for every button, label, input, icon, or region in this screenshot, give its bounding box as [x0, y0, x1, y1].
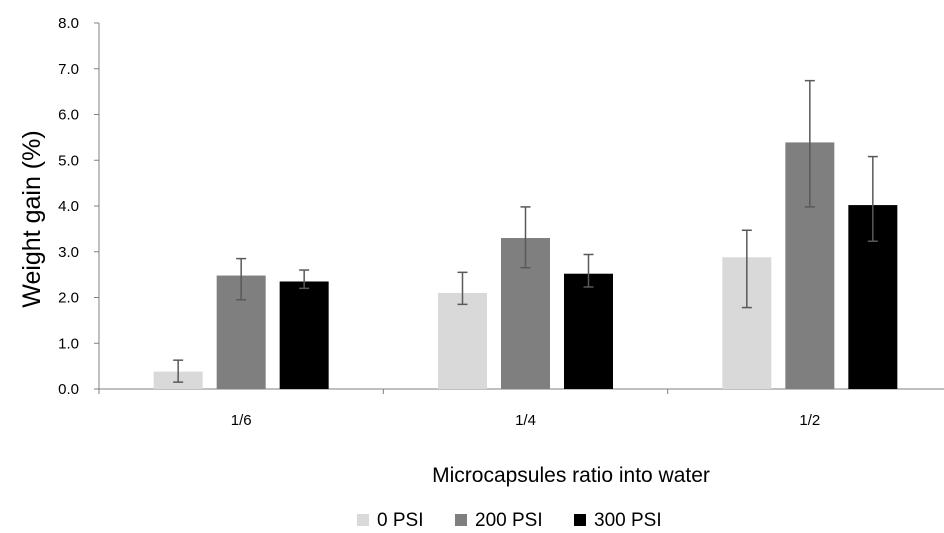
- y-tick-label: 2.0: [58, 290, 79, 307]
- y-tick-label: 1.0: [58, 335, 79, 352]
- bar: [438, 292, 487, 389]
- y-tick-label: 7.0: [58, 61, 79, 78]
- y-tick-label: 8.0: [58, 15, 79, 32]
- y-tick-label: 0.0: [58, 381, 79, 398]
- legend-swatch: [357, 514, 369, 526]
- y-tick-label: 3.0: [58, 244, 79, 261]
- x-tick-label: 1/4: [515, 412, 536, 429]
- x-axis-label: Microcapsules ratio into water: [432, 464, 710, 487]
- legend-label: 300 PSI: [594, 510, 662, 531]
- x-tick-label: 1/6: [231, 412, 252, 429]
- error-bars: [173, 79, 878, 383]
- legend-swatch: [574, 514, 586, 526]
- y-axis: 0.0 1.0 2.0 3.0 4.0 5.0 6.0 7.0 8.0: [58, 15, 100, 398]
- legend: 0 PSI 200 PSI 300 PSI: [357, 510, 662, 531]
- y-tick-label: 5.0: [58, 152, 79, 169]
- legend-label: 0 PSI: [377, 510, 423, 531]
- y-tick-label: 6.0: [58, 107, 79, 124]
- y-axis-label: Weight gain (%): [18, 130, 46, 307]
- legend-label: 200 PSI: [475, 510, 543, 531]
- y-tick-label: 4.0: [58, 198, 79, 215]
- bar: [279, 281, 329, 389]
- legend-swatch: [455, 514, 467, 526]
- bar: [564, 273, 613, 389]
- x-tick-label: 1/2: [799, 412, 820, 429]
- x-axis: 1/6 1/4 1/2: [98, 388, 944, 429]
